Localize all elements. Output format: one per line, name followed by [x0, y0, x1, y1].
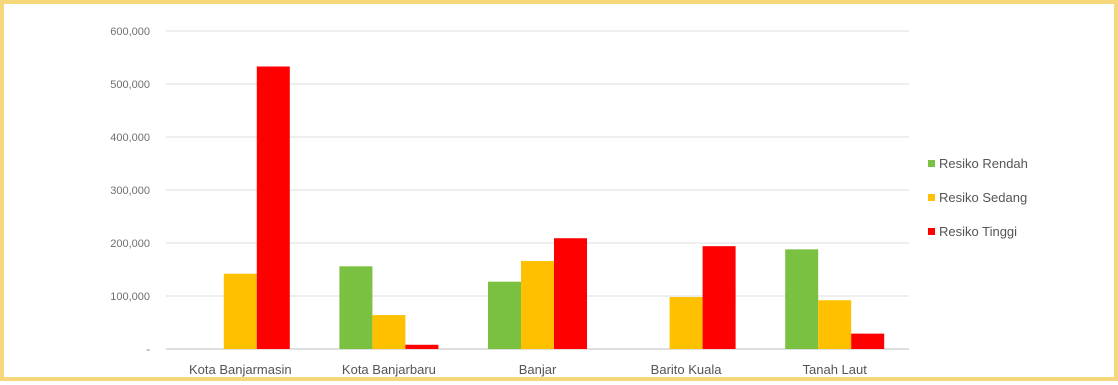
bar-resiko-sedang	[669, 297, 703, 349]
legend-label: Resiko Tinggi	[939, 224, 1017, 239]
bar-resiko-sedang	[372, 315, 406, 349]
y-axis-ticks: - 100,000 200,000 300,000 400,000 500,000 600,…	[110, 26, 150, 356]
y-tick-label: 500,000	[110, 79, 150, 91]
legend-swatch	[928, 194, 935, 201]
gridlines	[166, 30, 909, 350]
bar-resiko-rendah	[339, 266, 373, 349]
bar-resiko-rendah	[488, 281, 521, 349]
y-tick-label: -	[146, 344, 150, 356]
bar-chart: - 100,000 200,000 300,000 400,000 500,000 600,…	[110, 26, 1028, 377]
x-category-label: Kota Banjarbaru	[342, 362, 436, 377]
y-tick-label: 400,000	[110, 132, 150, 144]
bar-resiko-rendah	[785, 249, 819, 349]
legend-label: Resiko Sedang	[939, 190, 1027, 205]
bar-resiko-tinggi	[554, 238, 587, 349]
bar-resiko-tinggi	[256, 66, 290, 349]
legend: Resiko Rendah Resiko Sedang Resiko Tinggi	[928, 156, 1028, 239]
legend-swatch	[928, 228, 935, 235]
legend-swatch	[928, 160, 935, 167]
x-category-label: Banjar	[519, 362, 557, 377]
x-category-label: Kota Banjarmasin	[189, 362, 292, 377]
y-tick-label: 300,000	[110, 185, 150, 197]
x-category-label: Barito Kuala	[651, 362, 723, 377]
bar-resiko-tinggi	[702, 246, 736, 349]
bar-resiko-sedang	[818, 300, 852, 349]
y-tick-label: 600,000	[110, 26, 150, 38]
bar-resiko-sedang	[223, 273, 257, 349]
x-axis-labels: Kota Banjarmasin Kota Banjarbaru Banjar Bar…	[189, 362, 867, 377]
y-tick-label: 200,000	[110, 238, 150, 250]
legend-label: Resiko Rendah	[939, 156, 1028, 171]
bar-resiko-sedang	[521, 261, 554, 349]
bars	[223, 66, 885, 349]
bar-resiko-tinggi	[405, 344, 439, 349]
x-category-label: Tanah Laut	[803, 362, 868, 377]
y-tick-label: 100,000	[110, 291, 150, 303]
bar-resiko-tinggi	[851, 333, 885, 349]
